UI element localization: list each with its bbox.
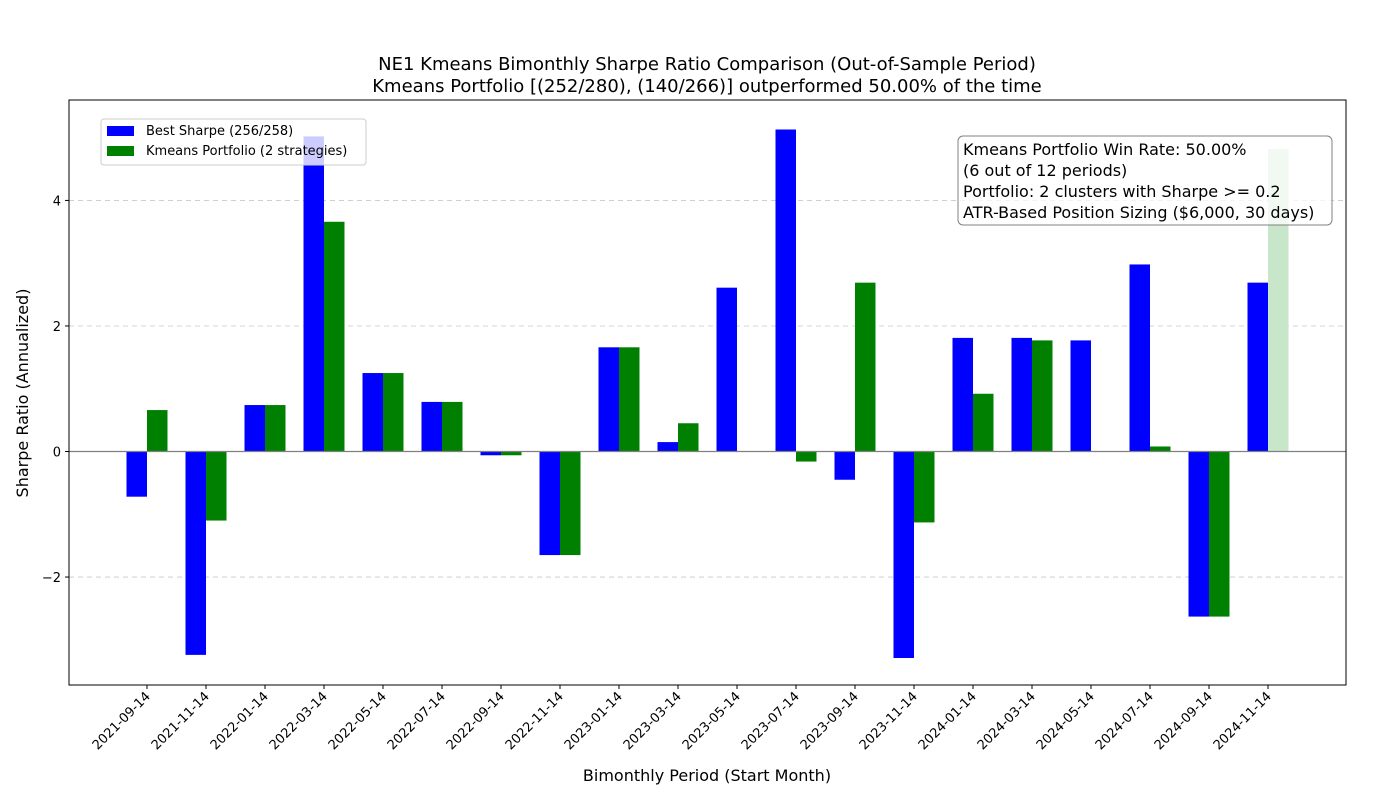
- bar-kmeans-portfolio: [560, 451, 581, 556]
- bar-kmeans-portfolio: [973, 393, 994, 452]
- bar-kmeans-portfolio: [147, 410, 168, 452]
- bar-best-sharpe: [185, 451, 206, 655]
- x-tick-label: 2022-03-14: [267, 689, 331, 753]
- bar-kmeans-portfolio: [442, 401, 463, 452]
- x-tick-label: 2024-07-14: [1093, 689, 1157, 753]
- legend-swatch-best-sharpe: [107, 126, 134, 136]
- x-tick-label: 2022-05-14: [326, 689, 390, 753]
- x-tick-label: 2022-07-14: [385, 689, 449, 753]
- grid-lines: [69, 200, 1346, 578]
- bar-best-sharpe: [716, 287, 737, 452]
- x-tick-label: 2022-09-14: [444, 689, 508, 753]
- annotation-box: [957, 135, 1333, 226]
- y-tick-label: −2: [42, 571, 61, 586]
- bar-kmeans-portfolio: [206, 451, 227, 521]
- bar-best-sharpe: [1129, 264, 1150, 452]
- x-tick-label: 2023-05-14: [680, 689, 744, 753]
- bar-best-sharpe: [834, 451, 855, 480]
- bar-best-sharpe: [539, 451, 560, 556]
- bar-kmeans-portfolio: [501, 451, 522, 456]
- y-axis: −2 0 2 4: [42, 194, 69, 586]
- y-axis-label: Sharpe Ratio (Annualized): [13, 289, 32, 498]
- x-tick-label: 2024-03-14: [975, 689, 1039, 753]
- bar-best-sharpe: [657, 442, 678, 452]
- x-tick-label: 2024-01-14: [916, 689, 980, 753]
- bar-best-sharpe: [893, 451, 914, 659]
- annotation-line-sizing: ATR-Based Position Sizing ($6,000, 30 da…: [963, 203, 1314, 222]
- annotation-line-win-rate: Kmeans Portfolio Win Rate: 50.00%: [963, 140, 1247, 159]
- annotation-line-portfolio: Portfolio: 2 clusters with Sharpe >= 0.2: [963, 182, 1281, 201]
- bar-kmeans-portfolio: [1032, 340, 1053, 452]
- bar-kmeans-portfolio: [678, 423, 699, 452]
- bar-kmeans-portfolio: [855, 282, 876, 452]
- bar-best-sharpe: [480, 451, 501, 456]
- bar-best-sharpe: [421, 401, 442, 452]
- bar-best-sharpe: [362, 373, 383, 452]
- legend-swatch-kmeans-portfolio: [107, 146, 134, 156]
- x-tick-label: 2023-01-14: [562, 689, 626, 753]
- bar-best-sharpe: [1247, 282, 1268, 452]
- x-axis: 2021-09-142021-11-142022-01-142022-03-14…: [90, 685, 1275, 753]
- bar-kmeans-portfolio: [796, 451, 817, 462]
- y-tick-label: 2: [53, 320, 61, 335]
- x-tick-label: 2021-11-14: [149, 689, 213, 753]
- legend-label-kmeans-portfolio: Kmeans Portfolio (2 strategies): [146, 144, 347, 159]
- bar-kmeans-portfolio: [619, 347, 640, 452]
- bar-best-sharpe: [598, 347, 619, 452]
- bar-best-sharpe: [1070, 340, 1091, 452]
- bar-best-sharpe: [126, 451, 147, 497]
- x-tick-label: 2024-11-14: [1211, 689, 1275, 753]
- bar-best-sharpe: [952, 337, 973, 452]
- x-tick-label: 2022-11-14: [503, 689, 567, 753]
- y-tick-label: 0: [53, 446, 61, 461]
- annotation-line-periods: (6 out of 12 periods): [963, 161, 1127, 180]
- x-tick-label: 2023-09-14: [798, 689, 862, 753]
- plot-frame: [68, 99, 1347, 686]
- bar-kmeans-portfolio: [1209, 451, 1230, 617]
- bar-kmeans-portfolio: [324, 221, 345, 452]
- x-tick-label: 2024-05-14: [1034, 689, 1098, 753]
- bar-kmeans-portfolio: [1150, 446, 1171, 452]
- x-tick-label: 2023-11-14: [857, 689, 921, 753]
- y-tick-label: 4: [53, 194, 61, 209]
- x-axis-label: Bimonthly Period (Start Month): [583, 766, 831, 785]
- legend: Best Sharpe (256/258) Kmeans Portfolio (…: [100, 118, 367, 166]
- x-tick-label: 2023-07-14: [739, 689, 803, 753]
- bar-best-sharpe: [244, 405, 265, 452]
- x-tick-label: 2023-03-14: [621, 689, 685, 753]
- bars-layer: [126, 129, 1289, 659]
- bar-kmeans-portfolio: [383, 373, 404, 452]
- x-tick-label: 2022-01-14: [208, 689, 272, 753]
- bar-kmeans-portfolio: [914, 451, 935, 523]
- bar-best-sharpe: [775, 129, 796, 452]
- bar-best-sharpe: [303, 136, 324, 452]
- bar-kmeans-portfolio: [265, 405, 286, 452]
- legend-box: [100, 118, 367, 166]
- bar-best-sharpe: [1011, 337, 1032, 452]
- bar-best-sharpe: [1188, 451, 1209, 617]
- x-tick-label: 2024-09-14: [1152, 689, 1216, 753]
- win-rate-annotation: Kmeans Portfolio Win Rate: 50.00% (6 out…: [957, 135, 1333, 226]
- chart-title: NE1 Kmeans Bimonthly Sharpe Ratio Compar…: [378, 54, 1036, 75]
- chart-subtitle: Kmeans Portfolio [(252/280), (140/266)] …: [372, 76, 1042, 97]
- legend-label-best-sharpe: Best Sharpe (256/258): [146, 124, 293, 139]
- x-tick-label: 2021-09-14: [90, 689, 154, 753]
